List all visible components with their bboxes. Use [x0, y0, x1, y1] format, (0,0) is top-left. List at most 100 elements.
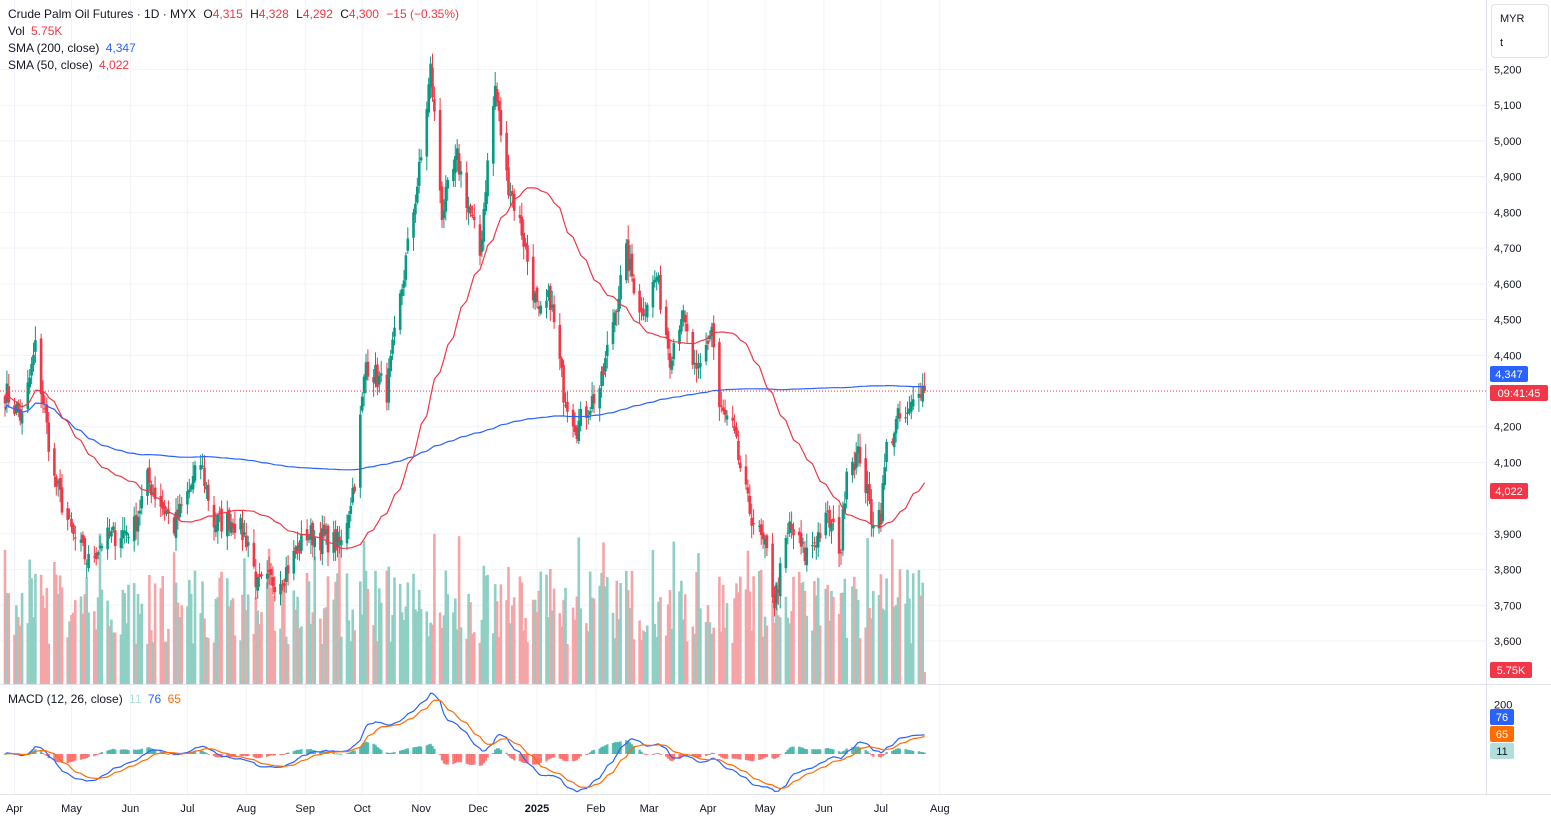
candle-body[interactable]	[505, 132, 508, 171]
candle-body[interactable]	[486, 160, 489, 197]
candle-body[interactable]	[319, 532, 322, 551]
candle-body[interactable]	[841, 509, 845, 551]
candle-body[interactable]	[43, 408, 47, 410]
candle-body[interactable]	[792, 529, 795, 536]
candle-body[interactable]	[668, 353, 672, 368]
candle-body[interactable]	[220, 508, 223, 532]
candle-body[interactable]	[281, 586, 284, 588]
candle-body[interactable]	[165, 512, 168, 514]
candle-body[interactable]	[851, 461, 854, 476]
candle-body[interactable]	[604, 358, 607, 372]
candle-body[interactable]	[748, 495, 752, 514]
candle-body[interactable]	[60, 487, 64, 513]
candle-body[interactable]	[511, 191, 514, 196]
candle-body[interactable]	[7, 386, 11, 403]
candle-body[interactable]	[492, 106, 495, 164]
candle-body[interactable]	[340, 540, 343, 546]
candle-body[interactable]	[400, 289, 404, 297]
candle-body[interactable]	[113, 530, 117, 547]
candle-body[interactable]	[509, 195, 512, 197]
legend-sma200-row[interactable]: SMA (200, close) 4,347	[8, 40, 136, 57]
candle-body[interactable]	[119, 538, 123, 549]
candle-body[interactable]	[438, 110, 442, 191]
candle-body[interactable]	[484, 192, 487, 212]
candle-body[interactable]	[112, 526, 115, 531]
candle-body[interactable]	[573, 425, 577, 432]
candle-body[interactable]	[611, 322, 615, 345]
candle-body[interactable]	[433, 99, 436, 112]
candle-body[interactable]	[531, 256, 535, 301]
candle-body[interactable]	[243, 532, 246, 535]
candle-body[interactable]	[619, 275, 622, 300]
candle-body[interactable]	[824, 512, 828, 536]
candle-body[interactable]	[657, 275, 660, 283]
candle-body[interactable]	[497, 100, 501, 111]
candle-body[interactable]	[628, 258, 632, 270]
candle-body[interactable]	[273, 586, 277, 593]
candle-body[interactable]	[72, 524, 75, 534]
candle-body[interactable]	[843, 503, 847, 513]
candle-body[interactable]	[520, 216, 524, 236]
legend-macd-row[interactable]: MACD (12, 26, close) 11 76 65	[8, 691, 181, 708]
candle-body[interactable]	[96, 552, 100, 555]
candle-body[interactable]	[412, 212, 415, 238]
candle-body[interactable]	[140, 496, 144, 509]
candle-body[interactable]	[332, 532, 335, 553]
candle-body[interactable]	[786, 532, 790, 534]
candle-body[interactable]	[296, 545, 299, 551]
candle-body[interactable]	[566, 401, 569, 412]
candle-body[interactable]	[391, 339, 394, 354]
candle-body[interactable]	[336, 531, 339, 548]
candle-body[interactable]	[431, 67, 434, 98]
candle-body[interactable]	[706, 340, 710, 344]
candle-body[interactable]	[777, 589, 780, 593]
candle-body[interactable]	[123, 530, 126, 534]
candle-body[interactable]	[666, 331, 670, 349]
candle-body[interactable]	[136, 516, 140, 532]
candle-body[interactable]	[467, 207, 470, 213]
candle-body[interactable]	[495, 89, 499, 103]
candle-body[interactable]	[186, 491, 189, 505]
candle-body[interactable]	[267, 569, 271, 573]
candle-body[interactable]	[378, 375, 381, 385]
candle-body[interactable]	[174, 511, 178, 539]
candle-body[interactable]	[469, 205, 472, 214]
candle-body[interactable]	[558, 324, 562, 359]
candle-body[interactable]	[28, 377, 31, 388]
candle-body[interactable]	[214, 525, 218, 533]
candle-body[interactable]	[522, 232, 525, 247]
candle-body[interactable]	[518, 214, 522, 218]
candle-body[interactable]	[446, 179, 449, 189]
candle-body[interactable]	[894, 418, 898, 434]
candle-body[interactable]	[39, 338, 43, 395]
candle-body[interactable]	[3, 396, 7, 404]
candle-body[interactable]	[227, 509, 231, 531]
candle-body[interactable]	[693, 362, 696, 364]
candle-body[interactable]	[771, 543, 774, 598]
candle-body[interactable]	[839, 552, 843, 554]
candle-body[interactable]	[189, 485, 193, 490]
candle-body[interactable]	[385, 374, 389, 403]
candle-body[interactable]	[790, 523, 793, 530]
candle-body[interactable]	[788, 521, 791, 533]
candle-body[interactable]	[292, 550, 296, 574]
candle-body[interactable]	[739, 462, 742, 469]
candle-body[interactable]	[442, 210, 446, 219]
candle-body[interactable]	[146, 469, 149, 496]
candle-body[interactable]	[452, 168, 455, 182]
candle-body[interactable]	[93, 556, 96, 558]
candle-body[interactable]	[34, 340, 37, 352]
candle-body[interactable]	[309, 525, 313, 540]
candle-body[interactable]	[691, 331, 695, 365]
candle-body[interactable]	[718, 342, 721, 408]
candle-body[interactable]	[651, 281, 655, 308]
candle-body[interactable]	[480, 239, 484, 253]
candle-body[interactable]	[404, 255, 408, 280]
candle-body[interactable]	[856, 446, 860, 454]
candle-body[interactable]	[537, 306, 541, 310]
candle-body[interactable]	[53, 448, 56, 476]
candle-body[interactable]	[284, 567, 288, 582]
candle-body[interactable]	[207, 484, 210, 501]
candle-body[interactable]	[108, 532, 111, 537]
